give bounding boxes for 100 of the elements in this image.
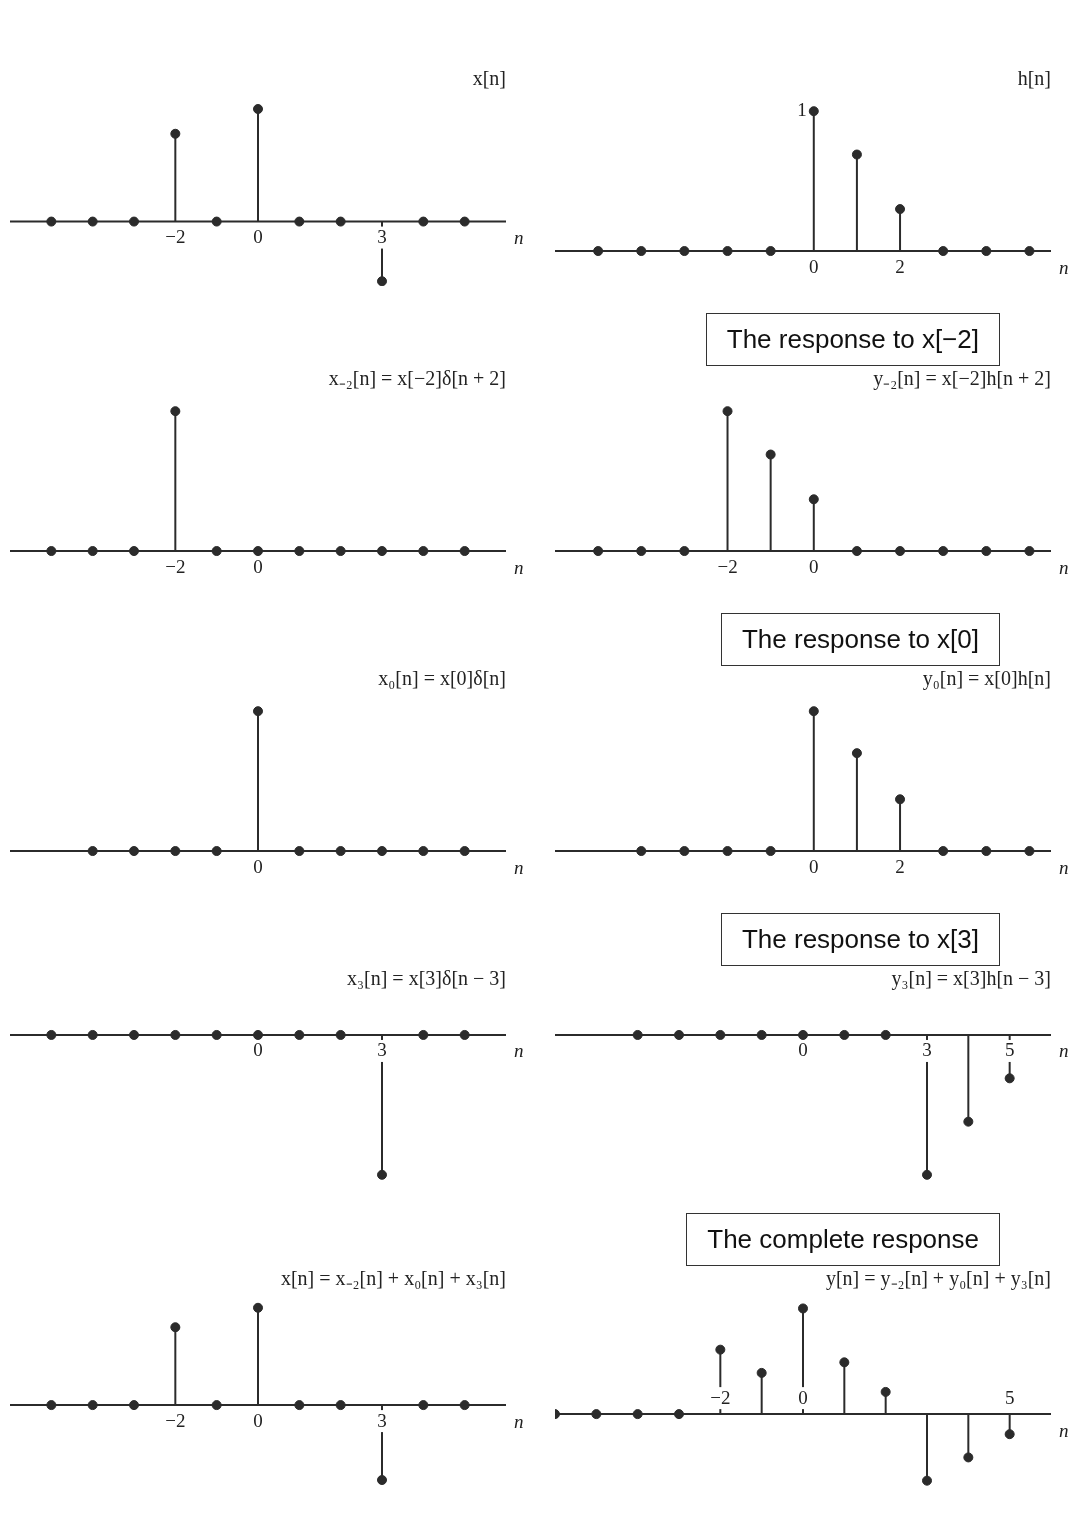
point	[722, 246, 733, 257]
x-tick-label: 5	[1004, 1386, 1015, 1408]
point	[636, 546, 647, 557]
x-tick-label: 3	[377, 226, 387, 248]
point	[636, 246, 647, 257]
point	[679, 246, 690, 257]
x-tick-label: 3	[377, 1039, 387, 1061]
annotation: 1	[797, 99, 807, 121]
point	[294, 216, 305, 227]
point	[1024, 246, 1035, 257]
point	[798, 1303, 808, 1314]
point	[593, 246, 604, 257]
point	[765, 246, 776, 257]
x-tick-label: 0	[809, 555, 819, 577]
point	[129, 216, 139, 227]
point	[679, 846, 690, 857]
point	[632, 1409, 643, 1420]
point	[880, 1386, 891, 1397]
x-tick-label: 3	[377, 1409, 387, 1431]
point	[722, 846, 733, 857]
point	[46, 216, 57, 227]
point	[170, 128, 181, 139]
x-axis-title: n	[514, 227, 524, 249]
x-tick-label: 5	[1004, 1039, 1015, 1061]
point	[377, 276, 387, 286]
point	[418, 1400, 429, 1411]
point	[981, 546, 992, 557]
point	[87, 1400, 98, 1411]
point	[722, 406, 733, 417]
x-tick-label: 2	[895, 255, 905, 277]
point	[922, 1169, 932, 1180]
point	[377, 1475, 387, 1486]
point	[765, 846, 776, 857]
x-tick-label: 2	[895, 855, 905, 877]
point	[895, 204, 906, 215]
point	[756, 1029, 767, 1040]
point	[1004, 1073, 1015, 1084]
x-axis-title: n	[514, 856, 524, 878]
chart-title: y₃[n] = x[3]h[n − 3]	[891, 967, 1051, 991]
x-axis-title: n	[1059, 1419, 1069, 1441]
point	[418, 216, 429, 227]
x-axis-title: n	[1059, 556, 1069, 578]
chart-title: y₋₂[n] = x[−2]h[n + 2]	[873, 367, 1051, 391]
point	[839, 1029, 850, 1040]
x-tick-label: −2	[165, 226, 186, 248]
point	[674, 1409, 684, 1420]
point	[1024, 546, 1035, 557]
point	[715, 1029, 726, 1040]
x-axis-title: n	[1059, 256, 1069, 278]
point	[756, 1367, 767, 1378]
x-tick-label: 3	[922, 1039, 932, 1061]
point	[765, 449, 776, 460]
point	[253, 104, 263, 115]
point	[211, 216, 222, 227]
point	[335, 216, 346, 227]
x-tick-label: −2	[717, 555, 738, 577]
x-axis-title: n	[514, 1410, 524, 1432]
point	[981, 246, 992, 257]
x-tick-label: 0	[798, 1039, 808, 1061]
point	[170, 1322, 181, 1333]
point	[808, 706, 819, 717]
x-axis-title: n	[1059, 856, 1069, 878]
point	[294, 1400, 305, 1411]
point	[808, 106, 819, 117]
point	[46, 1400, 57, 1411]
point	[851, 748, 862, 759]
chart-subtitle: The response to x[0]	[720, 613, 1000, 666]
point	[1004, 1429, 1015, 1440]
point	[808, 494, 819, 505]
point	[715, 1344, 726, 1355]
point	[679, 546, 690, 557]
x-axis-title: n	[514, 556, 524, 578]
chart-title: h[n]	[1017, 67, 1051, 90]
point	[211, 1400, 222, 1411]
chart-title: y₀[n] = x[0]h[n]	[922, 667, 1051, 691]
chart-title: x₋₂[n] = x[−2]δ[n + 2]	[328, 367, 506, 390]
x-tick-label: −2	[710, 1386, 731, 1408]
chart-subtitle: The response to x[−2]	[705, 313, 1000, 366]
chart-title: y[n] = y₋₂[n] + y₀[n] + y₃[n]	[825, 1267, 1051, 1291]
point	[963, 1452, 974, 1463]
point	[129, 1400, 139, 1411]
point	[459, 216, 470, 227]
point	[938, 846, 949, 857]
x-axis-title: n	[514, 1040, 524, 1062]
point	[938, 546, 949, 557]
point	[798, 1029, 808, 1040]
point	[851, 546, 862, 557]
x-tick-label: 0	[798, 1386, 808, 1408]
point	[938, 246, 949, 257]
x-axis-title: n	[1059, 1040, 1069, 1062]
point	[839, 1357, 850, 1368]
chart-title: x₀[n] = x[0]δ[n]	[378, 667, 506, 690]
chart-subtitle: The response to x[3]	[720, 913, 1000, 966]
chart-title: x₃[n] = x[3]δ[n − 3]	[347, 967, 506, 990]
x-tick-label: 0	[253, 1409, 263, 1431]
x-tick-label: 0	[253, 226, 263, 248]
point	[895, 794, 906, 805]
x-tick-label: −2	[165, 1409, 186, 1431]
point	[963, 1116, 974, 1127]
point	[591, 1409, 602, 1420]
